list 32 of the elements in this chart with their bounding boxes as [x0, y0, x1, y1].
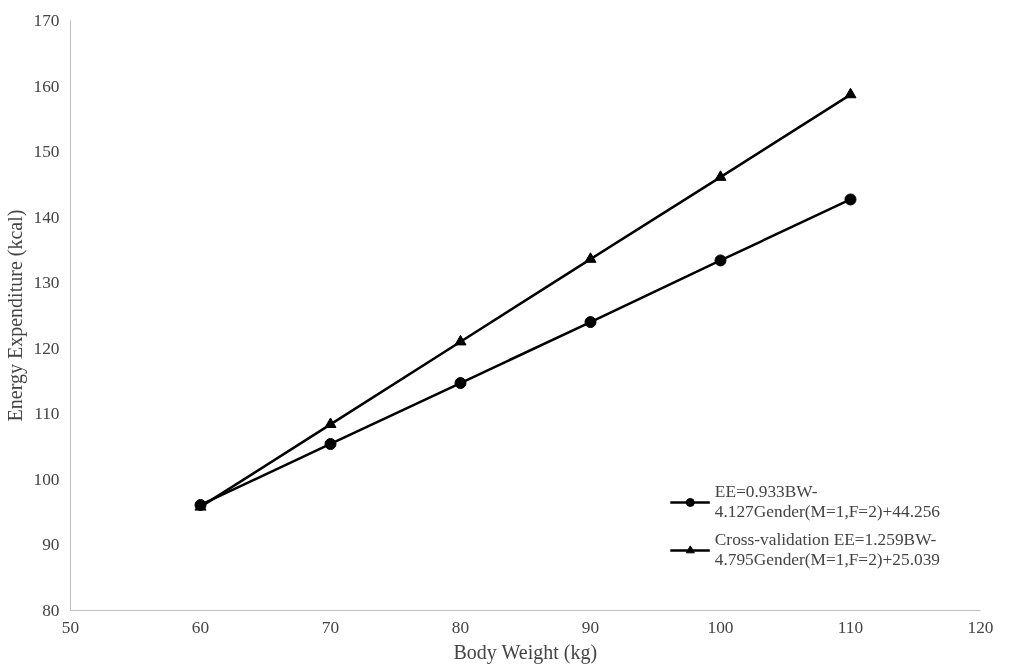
y-tick-label: 90 — [42, 535, 60, 555]
y-tick-label: 80 — [42, 601, 60, 620]
point — [324, 417, 337, 428]
x-tick-label: 90 — [581, 617, 600, 637]
y-tick-label: 120 — [33, 338, 60, 358]
x-tick-label: 100 — [707, 617, 734, 637]
y-tick-label: 100 — [33, 469, 60, 489]
x-tick-label: 60 — [191, 617, 210, 637]
legend-label: Cross-validation EE=1.259BW-4.795Gender(M=1,F=2)+25.039 — [714, 530, 940, 570]
x-tick-label: 50 — [61, 617, 80, 637]
y-tick-label: 130 — [33, 273, 60, 293]
point — [584, 252, 597, 263]
y-tick-label: 160 — [33, 76, 60, 96]
point — [454, 377, 467, 390]
y-tick-label: 170 — [33, 11, 60, 30]
y-tick-label: 110 — [34, 404, 60, 424]
y-axis-title: Energy Expenditure (kcal) — [3, 209, 27, 422]
y-tick-label: 140 — [33, 207, 60, 227]
point — [584, 316, 597, 329]
point — [454, 334, 467, 346]
x-tick-label: 80 — [451, 617, 470, 637]
x-tick-label: 120 — [967, 617, 994, 637]
point — [844, 193, 857, 206]
point — [324, 438, 337, 450]
legend-label: EE=0.933BW-4.127Gender(M=1,F=2)+44.256 — [714, 482, 940, 522]
y-tick-label: 150 — [33, 142, 60, 162]
point — [714, 254, 727, 267]
point — [844, 87, 857, 99]
x-tick-label: 70 — [321, 617, 340, 637]
point — [714, 170, 727, 181]
x-axis-title: Body Weight (kg) — [453, 640, 598, 664]
x-tick-label: 110 — [837, 617, 864, 637]
